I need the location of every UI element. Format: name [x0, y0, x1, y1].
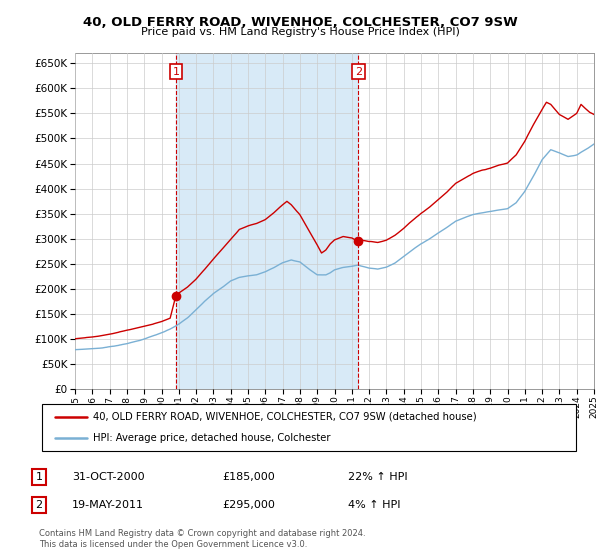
- Text: 40, OLD FERRY ROAD, WIVENHOE, COLCHESTER, CO7 9SW (detached house): 40, OLD FERRY ROAD, WIVENHOE, COLCHESTER…: [93, 412, 476, 422]
- Text: 4% ↑ HPI: 4% ↑ HPI: [348, 500, 401, 510]
- Text: 2: 2: [35, 500, 43, 510]
- Text: 19-MAY-2011: 19-MAY-2011: [72, 500, 144, 510]
- Text: 1: 1: [172, 67, 179, 77]
- Text: 40, OLD FERRY ROAD, WIVENHOE, COLCHESTER, CO7 9SW: 40, OLD FERRY ROAD, WIVENHOE, COLCHESTER…: [83, 16, 517, 29]
- Text: Contains HM Land Registry data © Crown copyright and database right 2024.
This d: Contains HM Land Registry data © Crown c…: [39, 529, 365, 549]
- Text: 31-OCT-2000: 31-OCT-2000: [72, 472, 145, 482]
- Text: 1: 1: [35, 472, 43, 482]
- Text: £185,000: £185,000: [222, 472, 275, 482]
- Text: £295,000: £295,000: [222, 500, 275, 510]
- Text: HPI: Average price, detached house, Colchester: HPI: Average price, detached house, Colc…: [93, 433, 330, 444]
- Text: 2: 2: [355, 67, 362, 77]
- Text: 22% ↑ HPI: 22% ↑ HPI: [348, 472, 407, 482]
- Text: Price paid vs. HM Land Registry's House Price Index (HPI): Price paid vs. HM Land Registry's House …: [140, 27, 460, 37]
